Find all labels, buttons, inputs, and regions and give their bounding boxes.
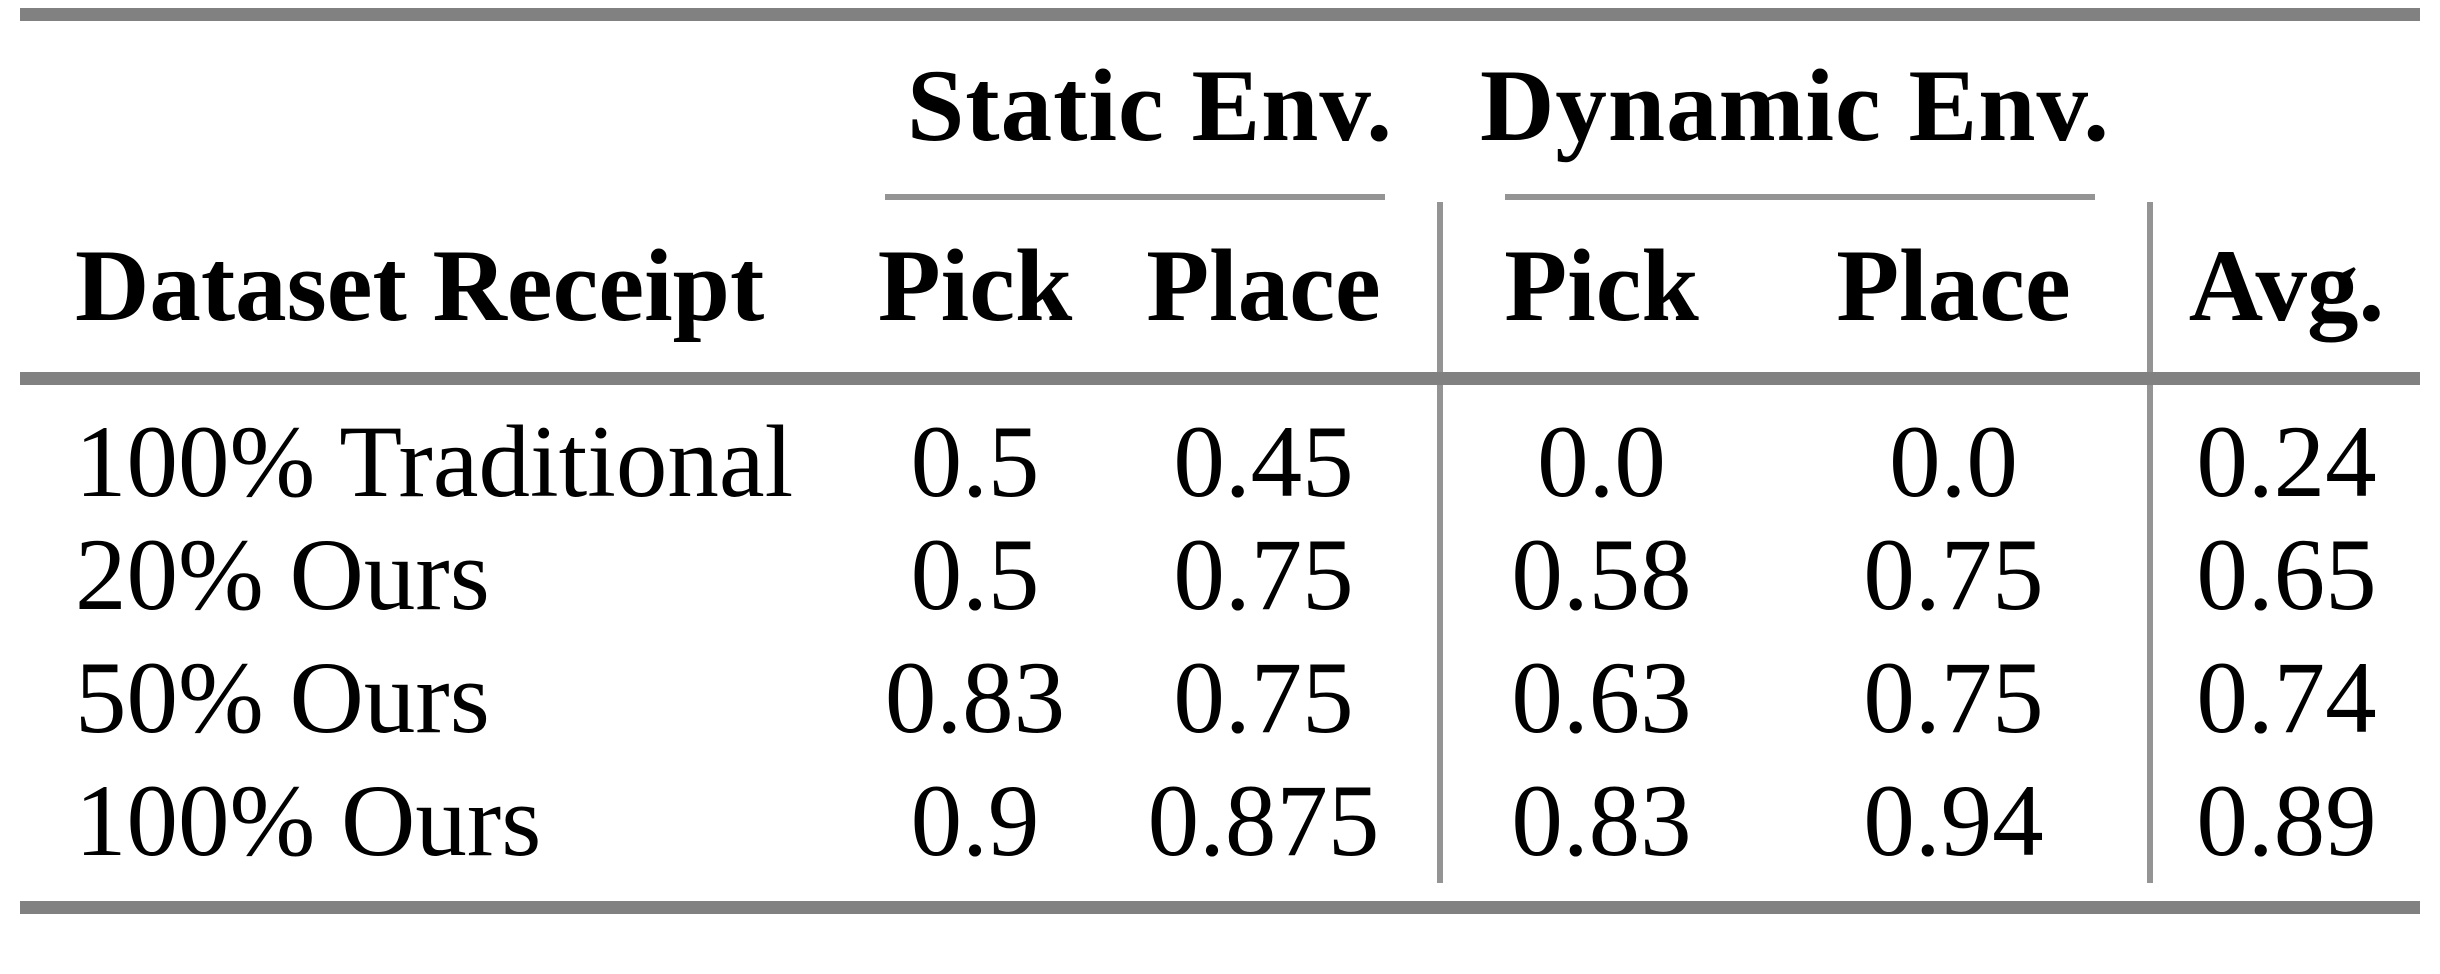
avg-value: 0.89 — [2147, 760, 2421, 883]
group-header-empty-label — [20, 15, 860, 192]
group-header-empty-avg — [2150, 15, 2420, 192]
cmidrule-static-cell — [860, 192, 1440, 202]
bottom-spacer-cell — [20, 883, 2420, 907]
cmidrule-static — [885, 193, 1385, 200]
static-pick-value: 0.5 — [910, 518, 1040, 632]
row-label: 100% Ours — [75, 764, 542, 878]
table-row-20pct-ours: 20% Ours 0.5 0.75 0.58 0.75 0.65 — [20, 514, 2421, 637]
dynamic-pick-value: 0.58 — [1437, 514, 1760, 637]
cmidrule-dynamic-cell — [1440, 192, 2150, 202]
dynamic-place-value: 0.0 — [1889, 405, 2018, 519]
table-row-100pct-ours: 100% Ours 0.9 0.875 0.83 0.94 0.89 — [20, 760, 2421, 883]
static-place-value: 0.875 — [1147, 764, 1380, 878]
column-header-static-pick: Pick — [877, 229, 1073, 344]
static-pick-value: 0.83 — [884, 641, 1066, 755]
cmidrule-dynamic — [1505, 193, 2096, 200]
cmidrule-gap-avg — [2150, 192, 2420, 202]
cmidrule-gap-label — [20, 192, 860, 202]
column-header-dynamic-pick: Pick — [1437, 201, 1760, 379]
static-pick-value: 0.9 — [910, 764, 1040, 878]
column-header-row: Dataset Receipt Pick Place Pick Place Av… — [20, 201, 2421, 379]
group-header-dynamic-env: Dynamic Env. — [1479, 48, 2111, 163]
dynamic-pick-value: 0.83 — [1437, 760, 1760, 883]
row-label: 50% Ours — [75, 641, 490, 755]
dynamic-pick-value: 0.63 — [1437, 637, 1760, 760]
column-header-avg: Avg. — [2147, 201, 2421, 379]
avg-value: 0.74 — [2147, 637, 2421, 760]
static-place-value: 0.75 — [1173, 641, 1354, 755]
results-table: Static Env. Dynamic Env. Dataset Receipt… — [20, 8, 2421, 914]
dynamic-place-value: 0.75 — [1863, 641, 2044, 755]
column-header-dynamic-place: Place — [1836, 229, 2071, 344]
dynamic-place-value: 0.94 — [1863, 764, 2044, 878]
static-pick-value: 0.5 — [910, 405, 1040, 519]
row-label: 20% Ours — [75, 518, 490, 632]
bottom-spacer — [20, 883, 2420, 907]
table-row-50pct-ours: 50% Ours 0.83 0.75 0.63 0.75 0.74 — [20, 637, 2421, 760]
column-header-dataset-receipt: Dataset Receipt — [75, 229, 765, 344]
avg-value: 0.65 — [2147, 514, 2421, 637]
group-header-static-env: Static Env. — [906, 48, 1394, 163]
row-label: 100% Traditional — [75, 405, 794, 519]
static-place-value: 0.75 — [1173, 518, 1354, 632]
table-row-100pct-traditional: 100% Traditional 0.5 0.45 0.0 0.0 0.24 — [20, 378, 2421, 519]
cmidrule-row — [20, 192, 2420, 202]
static-place-value: 0.45 — [1173, 405, 1354, 519]
dynamic-pick-value: 0.0 — [1437, 378, 1760, 514]
dynamic-place-value: 0.75 — [1863, 518, 2044, 632]
column-header-static-place: Place — [1146, 229, 1381, 344]
avg-value: 0.24 — [2147, 378, 2421, 514]
group-header-row: Static Env. Dynamic Env. — [20, 15, 2420, 192]
